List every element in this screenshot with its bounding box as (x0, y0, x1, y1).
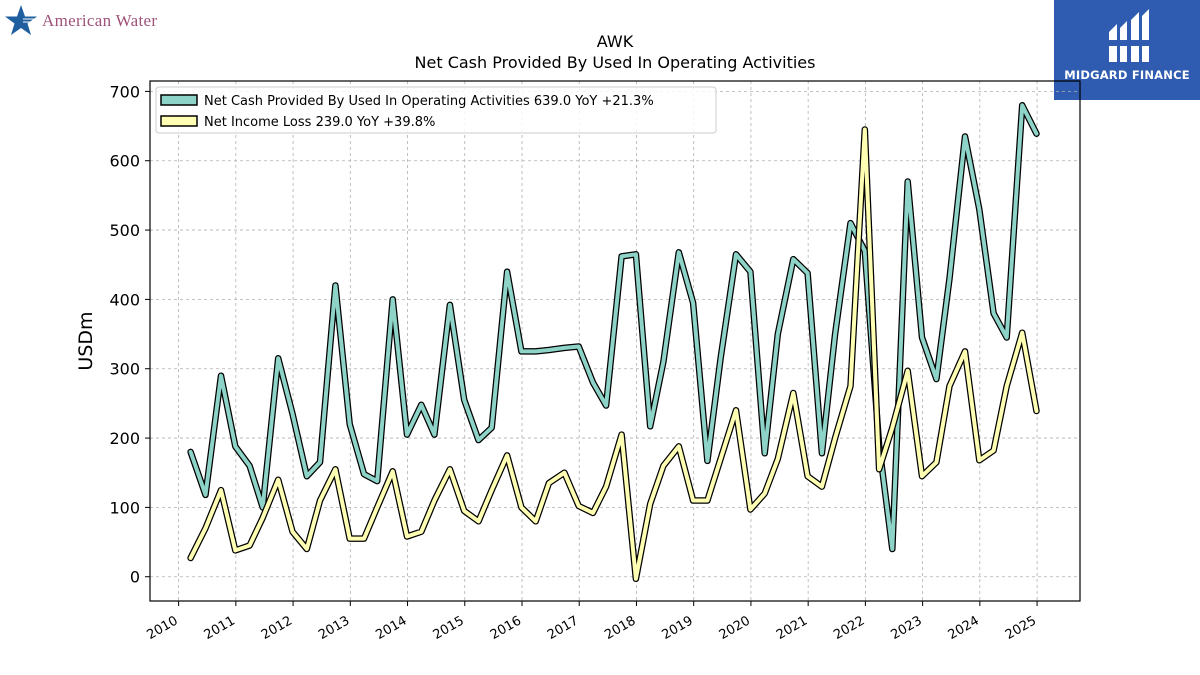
legend: Net Cash Provided By Used In Operating A… (155, 86, 717, 134)
x-tick-label: 2011 (202, 613, 238, 643)
y-tick-label: 600 (109, 152, 140, 171)
x-tick-label: 2019 (660, 613, 696, 643)
x-tick-label: 2018 (602, 613, 638, 643)
x-tick-label: 2010 (144, 613, 180, 643)
y-tick-label: 400 (109, 290, 140, 309)
midgard-mark-icon (1109, 9, 1149, 62)
series-line-1 (188, 127, 1039, 581)
x-tick-label: 2015 (431, 613, 467, 643)
x-tick-label: 2017 (545, 613, 581, 643)
y-tick-label: 200 (109, 429, 140, 448)
legend-box (155, 86, 717, 134)
x-tick-label: 2022 (831, 613, 867, 643)
y-tick-label: 700 (109, 82, 140, 101)
x-tick-label: 2023 (888, 613, 924, 643)
x-tick-label: 2013 (316, 613, 352, 643)
series-line-0 (188, 103, 1039, 551)
x-tick-label: 2024 (946, 613, 982, 643)
x-tick-label: 2021 (774, 613, 810, 643)
legend-label: Net Cash Provided By Used In Operating A… (204, 94, 654, 109)
midgard-finance-logo-text: MIDGARD FINANCE (1064, 68, 1190, 82)
y-tick-label: 100 (109, 498, 140, 517)
series-layer (187, 102, 1040, 583)
midgard-finance-logo: MIDGARD FINANCE (1054, 0, 1200, 100)
chart-title: AWK (597, 32, 634, 51)
y-tick-label: 0 (130, 568, 140, 587)
chart-subtitle: Net Cash Provided By Used In Operating A… (415, 53, 816, 72)
legend-swatch (160, 115, 198, 127)
star-icon (5, 5, 37, 35)
plot-frame (149, 80, 1081, 602)
x-tick-label: 2014 (373, 613, 409, 643)
y-axis-label: USDm (75, 311, 97, 370)
y-tick-label: 300 (109, 360, 140, 379)
x-tick-label: 2016 (488, 613, 524, 643)
x-tick-label: 2020 (717, 613, 753, 643)
american-water-logo: American Water (4, 4, 157, 38)
legend-label: Net Income Loss 239.0 YoY +39.8% (204, 115, 435, 130)
x-tick-label: 2012 (259, 613, 295, 643)
legend-swatch (160, 94, 198, 106)
american-water-logo-text: American Water (42, 11, 158, 30)
x-tick-label: 2025 (1003, 613, 1039, 643)
y-tick-label: 500 (109, 221, 140, 240)
